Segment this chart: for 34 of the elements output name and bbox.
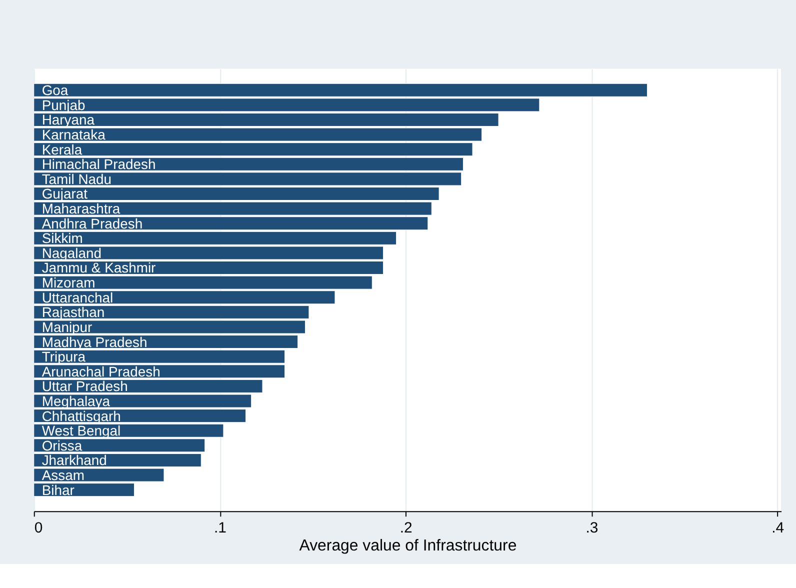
y-tick-label: Nagaland [42,244,102,261]
y-tick-label: Tripura [42,348,86,365]
y-tick-label: Goa [42,82,68,98]
y-tick-label: Jammu & Kashmir [42,260,156,276]
x-tick-label: .2 [400,520,412,537]
y-tick-label: Uttaranchal [42,289,114,306]
y-tick-label: Madhya Pradesh [42,334,148,350]
y-tick-label: Meghalaya [42,392,110,409]
y-tick-label: Orissa [42,437,82,454]
y-tick-label: Uttar Pradesh [42,378,128,394]
y-tick-label: Manipur [42,318,93,335]
y-tick-label: Arunachal Pradesh [42,363,160,380]
y-tick-label: Gujarat [42,186,88,202]
x-tick-label: 0 [34,520,43,537]
y-tick-label: West Bengal [42,422,121,439]
y-tick-label: Maharashtra [42,200,120,217]
y-tick-label: Bihar [42,482,75,498]
x-axis-title: Average value of Infrastructure [299,537,517,554]
x-tick-label: .4 [772,520,784,537]
y-tick-label: Jharkhand [42,452,107,468]
y-tick-label: Himachal Pradesh [42,156,156,172]
y-tick-label: Tamil Nadu [42,170,112,187]
y-tick-label: Sikkim [42,230,83,246]
y-tick-label: Kerala [42,141,82,158]
y-tick-label: Andhra Pradesh [42,215,143,232]
y-tick-label: Mizoram [42,274,96,291]
y-tick-label: Punjab [42,96,86,113]
y-tick-label: Haryana [42,112,95,128]
y-tick-label: Assam [42,466,84,483]
x-tick-label: .1 [214,520,226,537]
y-tick-label: Rajasthan [42,304,105,320]
y-tick-label: Chhattisgarh [42,408,121,424]
y-tick-label: Karnataka [42,126,106,143]
x-tick-label: .3 [586,520,598,537]
